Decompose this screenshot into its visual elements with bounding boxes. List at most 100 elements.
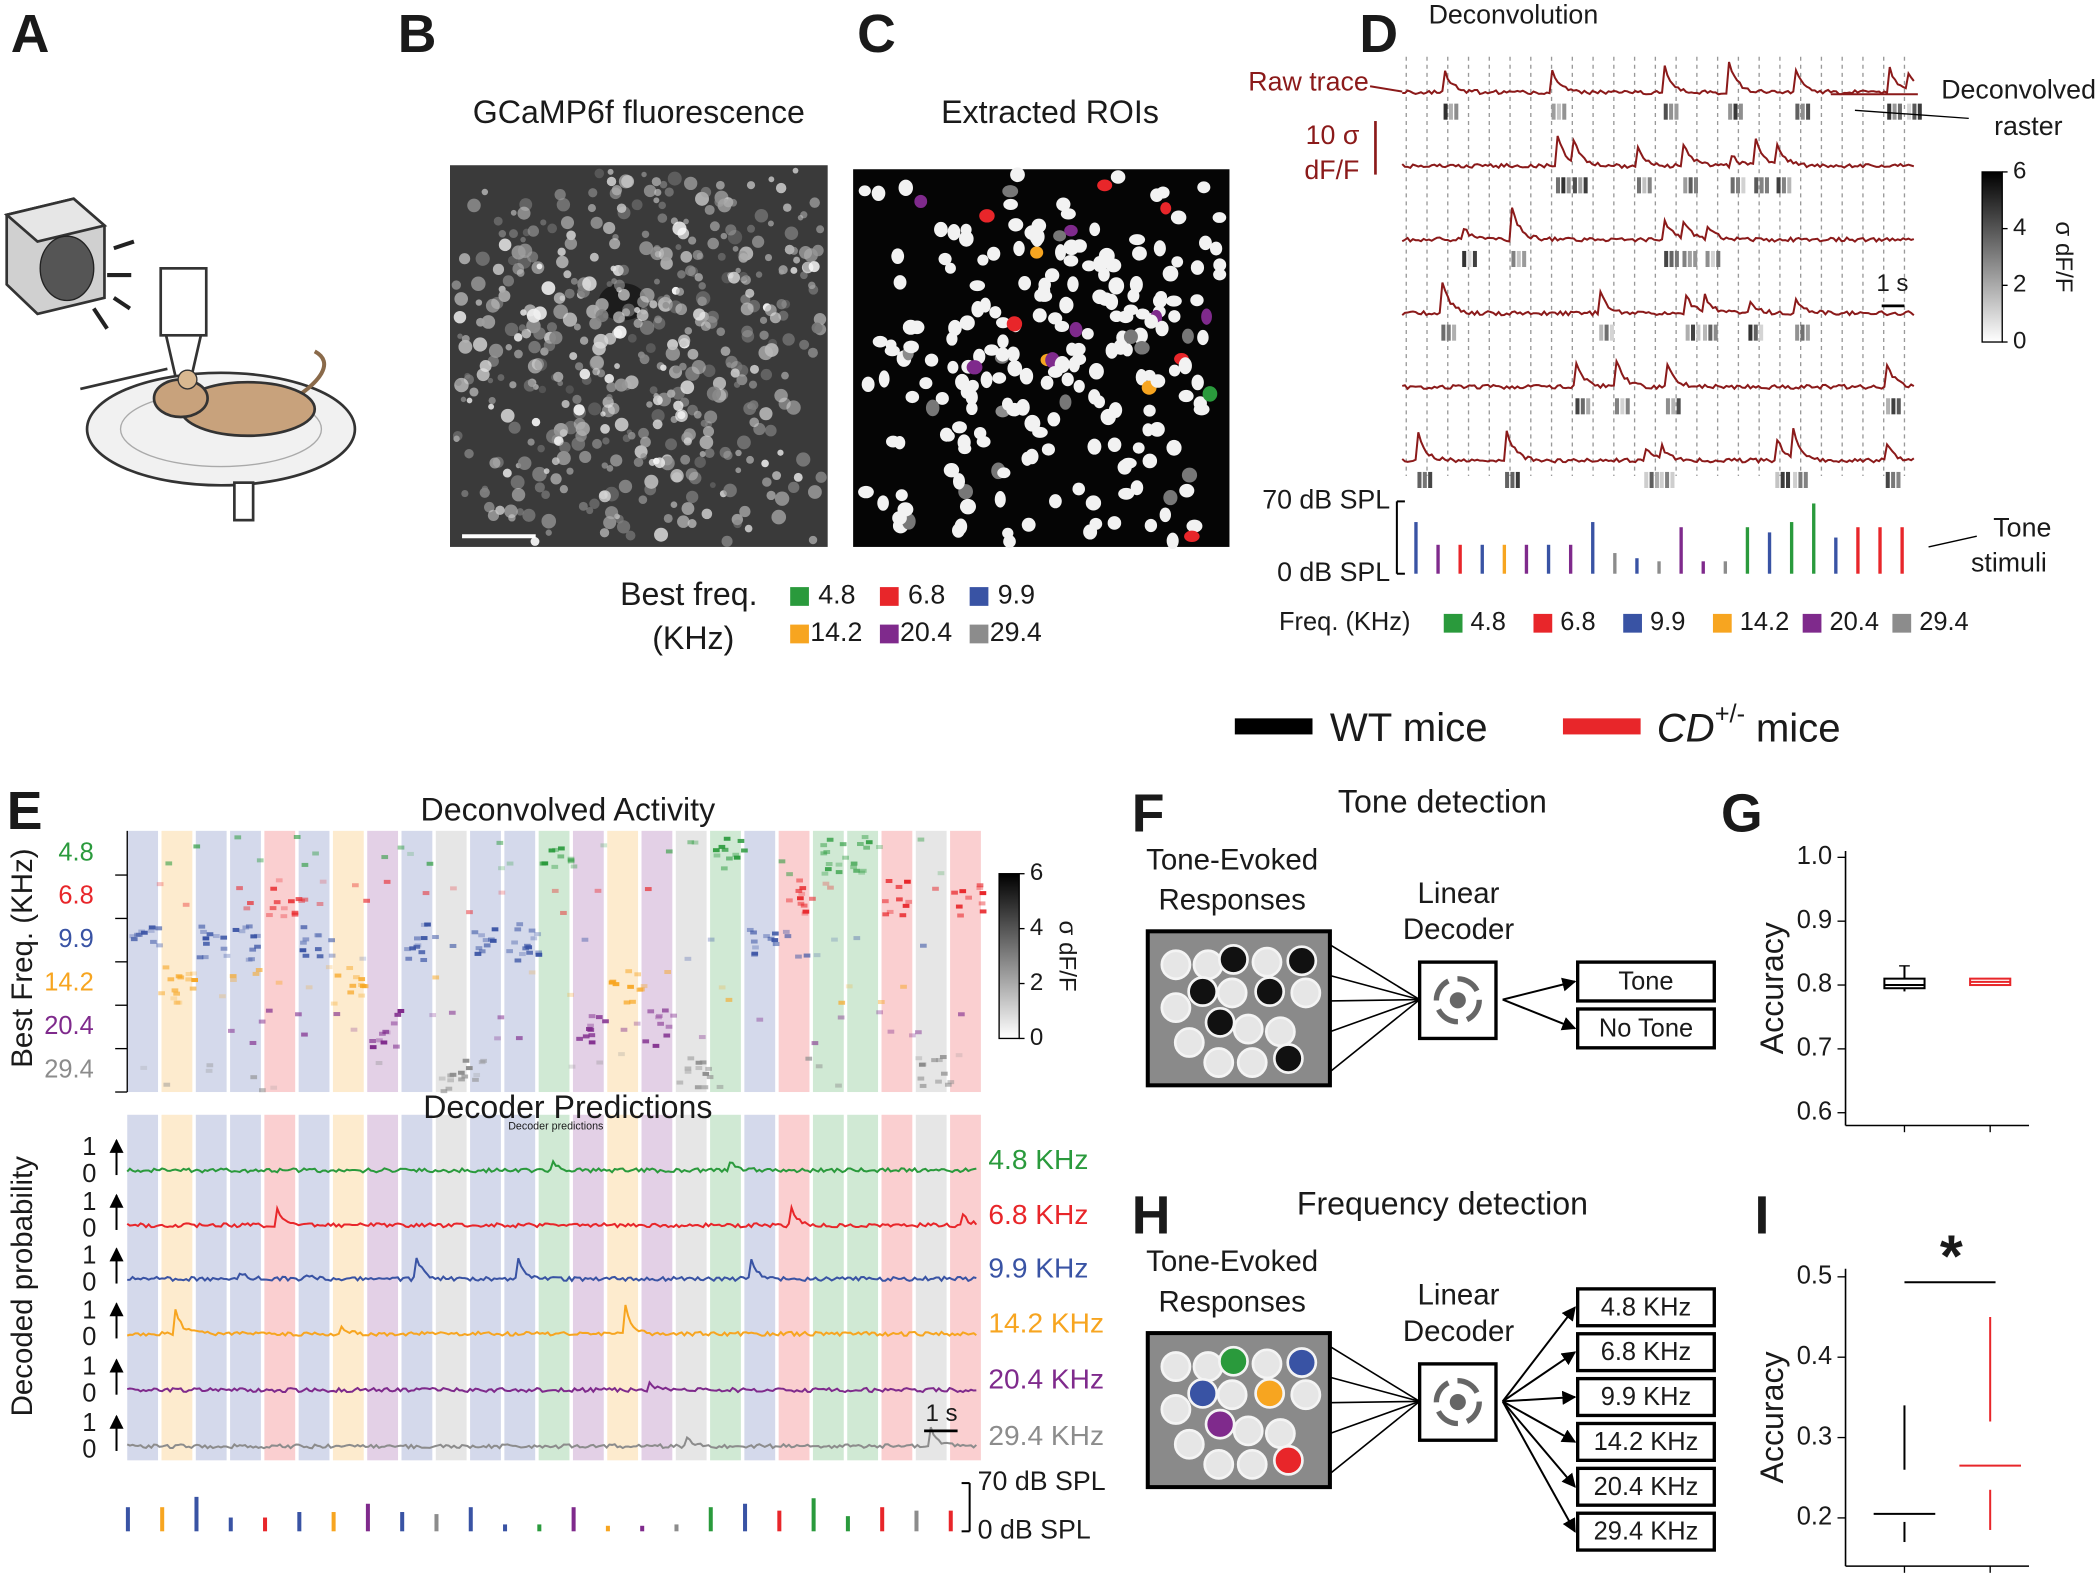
raster-cell: [1441, 324, 1446, 341]
activity-cell: [917, 1076, 925, 1081]
cell: [516, 508, 524, 516]
activity-cell: [496, 840, 504, 845]
cell: [641, 171, 647, 178]
legend-label: CD+/- mice: [1657, 700, 1841, 750]
stimulus-bar: [263, 1517, 268, 1532]
cell: [614, 417, 629, 432]
neuron: [1160, 1394, 1192, 1425]
activity-cell: [315, 933, 323, 938]
stimulus-band: [367, 1114, 399, 1461]
activity-cell: [835, 870, 843, 875]
activity-cell: [581, 937, 589, 942]
legend-swatch: [1802, 613, 1822, 633]
activity-cell: [301, 897, 309, 902]
roi: [905, 390, 920, 404]
activity-cell: [472, 1077, 479, 1082]
label: 9.9 KHz: [1601, 1383, 1692, 1411]
roi: [996, 317, 1011, 329]
activity-cell: [670, 1013, 677, 1018]
raster-cell: [1615, 398, 1620, 415]
roi: [939, 427, 953, 442]
roi: [1197, 329, 1209, 346]
label: 0.7: [1797, 1034, 1832, 1062]
neuron: [1173, 1428, 1205, 1460]
activity-cell: [551, 864, 559, 869]
raster-cell: [1702, 324, 1708, 341]
cell: [764, 343, 779, 357]
neuron: [1203, 1448, 1235, 1480]
roi: [1132, 442, 1145, 454]
cell: [699, 450, 706, 458]
raster-cell: [1676, 398, 1681, 415]
panel-label: G: [1721, 785, 1763, 844]
roi: [1098, 267, 1110, 282]
roi: [1162, 265, 1179, 282]
roi: [1089, 222, 1101, 237]
roi: [955, 373, 970, 391]
label: Tone detection: [1338, 784, 1547, 820]
cell: [797, 214, 804, 221]
activity-cell: [393, 1044, 400, 1049]
cell: [680, 454, 691, 465]
roi: [861, 376, 875, 393]
activity-cell: [837, 1015, 845, 1020]
activity-cell: [519, 952, 526, 957]
roi: [925, 399, 940, 417]
roi: [957, 434, 971, 451]
cell: [582, 276, 597, 291]
activity-cell: [931, 1058, 938, 1063]
activity-cell: [248, 957, 255, 962]
roi: [952, 523, 965, 538]
connection: [1329, 1345, 1421, 1403]
cell: [460, 396, 467, 403]
raster-cell: [1609, 324, 1614, 341]
cell: [699, 435, 714, 450]
neuron: [1272, 1444, 1304, 1476]
activity-cell: [189, 986, 197, 991]
raster-cell: [1795, 103, 1800, 120]
activity-cell: [394, 1012, 402, 1017]
activity-cell: [821, 871, 829, 876]
cell: [652, 317, 666, 330]
stimulus-band: [161, 1114, 193, 1461]
connection: [1329, 998, 1421, 1073]
cell: [600, 424, 610, 434]
activity-cell: [795, 954, 802, 959]
cell: [695, 291, 711, 306]
cell: [618, 174, 633, 189]
cell: [454, 292, 468, 306]
activity-cell: [588, 1014, 596, 1019]
activity-cell: [733, 855, 741, 860]
label: 14.2 KHz: [988, 1307, 1104, 1338]
activity-cell: [155, 926, 163, 931]
cell: [681, 502, 695, 515]
label: WT mice: [1330, 705, 1488, 750]
decoder-icon: [1433, 976, 1482, 1025]
cell: [762, 477, 772, 487]
activity-cell: [824, 867, 832, 872]
cell: [559, 485, 569, 494]
raster-cell: [1713, 324, 1718, 341]
activity-cell: [259, 1088, 266, 1093]
raster-cell: [1669, 103, 1674, 120]
neuron: [1272, 1043, 1304, 1074]
cell: [597, 369, 606, 378]
label: 1 s: [1876, 270, 1908, 297]
cell: [500, 408, 515, 423]
roi: [1150, 374, 1166, 388]
connection: [1329, 944, 1421, 1001]
cell: [504, 322, 519, 337]
stimulus-band: [641, 1114, 673, 1461]
activity-cell: [859, 868, 867, 873]
activity-cell: [838, 1000, 846, 1005]
cell: [605, 506, 619, 520]
activity-cell: [376, 1038, 383, 1043]
box: [1883, 977, 1926, 990]
activity-cell: [352, 883, 359, 888]
activity-cell: [295, 1012, 302, 1017]
raster-cell: [1566, 177, 1571, 194]
activity-cell: [300, 925, 308, 930]
cell: [604, 373, 614, 384]
label: 29.4: [1919, 608, 1969, 636]
roi: [877, 495, 889, 511]
